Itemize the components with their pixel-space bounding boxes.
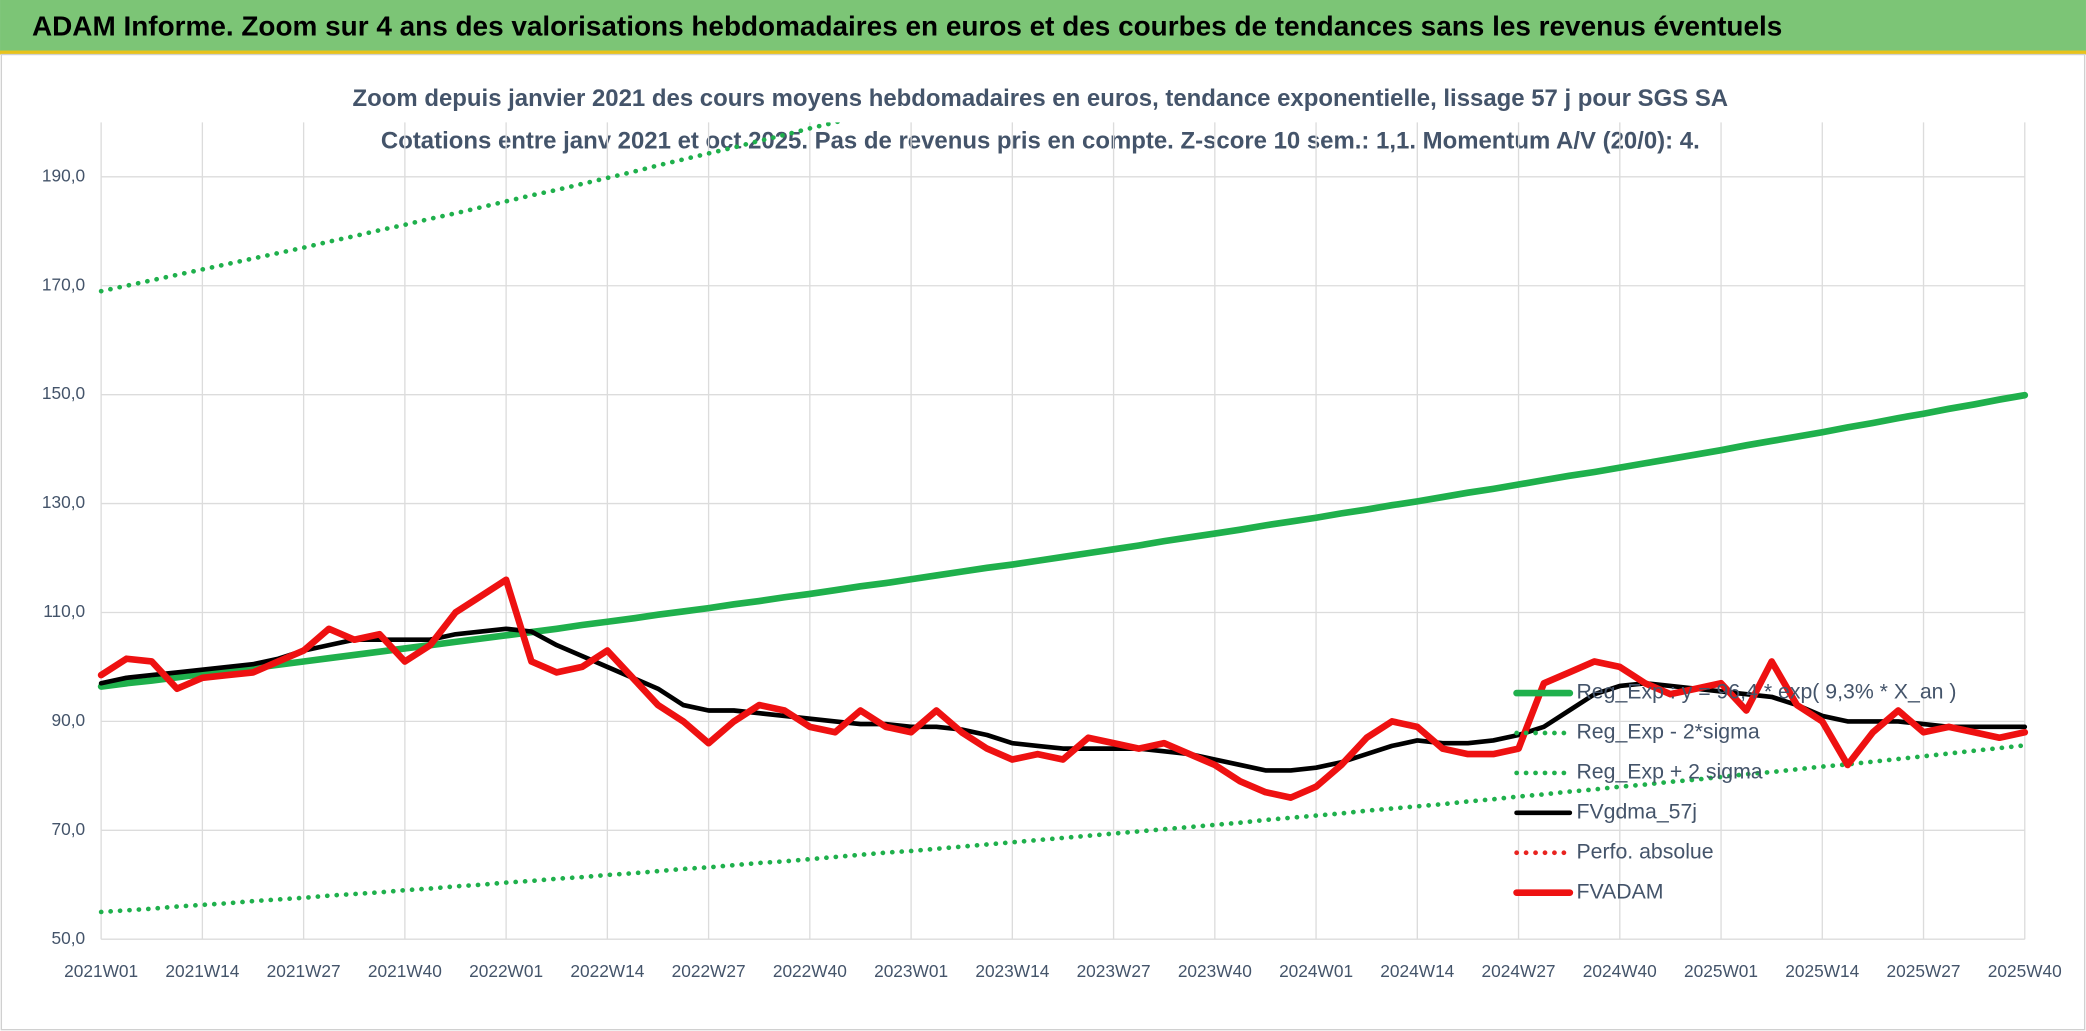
header-bar [0,0,2086,54]
series-line [97,391,2029,690]
y-tick-label: 110,0 [43,601,85,621]
legend-label: Perfo. absolue [1576,839,1713,863]
x-tick-label: 2023W14 [975,961,1049,981]
x-tick-label: 2024W27 [1482,961,1556,981]
y-tick-label: 150,0 [42,383,85,403]
y-tick-label: 50,0 [52,928,86,948]
x-tick-label: 2021W40 [368,961,442,981]
y-tick-label: 90,0 [52,710,86,730]
y-tick-label: 170,0 [42,274,85,294]
x-tick-label: 2022W40 [773,961,847,981]
x-tick-label: 2025W01 [1684,961,1758,981]
x-tick-label: 2022W27 [672,961,746,981]
x-tick-label: 2022W14 [570,961,644,981]
x-tick-label: 2025W40 [1988,961,2062,981]
series-line [98,122,845,294]
legend-label: Reg_Exp - 2*sigma [1576,720,1759,744]
x-tick-label: 2025W27 [1887,961,1961,981]
series-line [97,576,2029,801]
x-tick-label: 2025W14 [1785,961,1859,981]
x-tick-label: 2023W01 [874,961,948,981]
series-line [98,743,2028,915]
chart-frame [0,53,2086,1031]
y-tick-label: 190,0 [42,165,85,185]
x-tick-label: 2021W01 [64,961,138,981]
legend-label: FVADAM [1576,879,1663,903]
y-tick-label: 70,0 [52,819,86,839]
x-tick-label: 2024W40 [1583,961,1657,981]
chart-subtitle: Cotations entre janv 2021 et oct 2025. P… [381,128,1700,155]
x-tick-label: 2021W14 [165,961,239,981]
header-title: ADAM Informe. Zoom sur 4 ans des valoris… [32,10,1782,41]
x-tick-label: 2021W27 [267,961,341,981]
legend-label: Reg_Exp + 2 sigma [1576,760,1762,784]
legend-label: Reg_Exp : y = 96,4 * exp( 9,3% * X_an ) [1576,680,1956,704]
y-tick-label: 130,0 [42,492,85,512]
chart-title: Zoom depuis janvier 2021 des cours moyen… [353,85,1729,112]
x-tick-label: 2022W01 [469,961,543,981]
x-tick-label: 2023W27 [1077,961,1151,981]
legend-label: FVgdma_57j [1576,799,1697,823]
x-tick-label: 2023W40 [1178,961,1252,981]
x-tick-label: 2024W14 [1380,961,1454,981]
x-tick-label: 2024W01 [1279,961,1353,981]
header-rule [0,50,2086,55]
